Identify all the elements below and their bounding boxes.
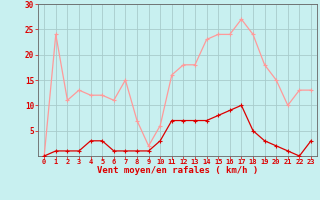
X-axis label: Vent moyen/en rafales ( km/h ): Vent moyen/en rafales ( km/h ) — [97, 166, 258, 175]
